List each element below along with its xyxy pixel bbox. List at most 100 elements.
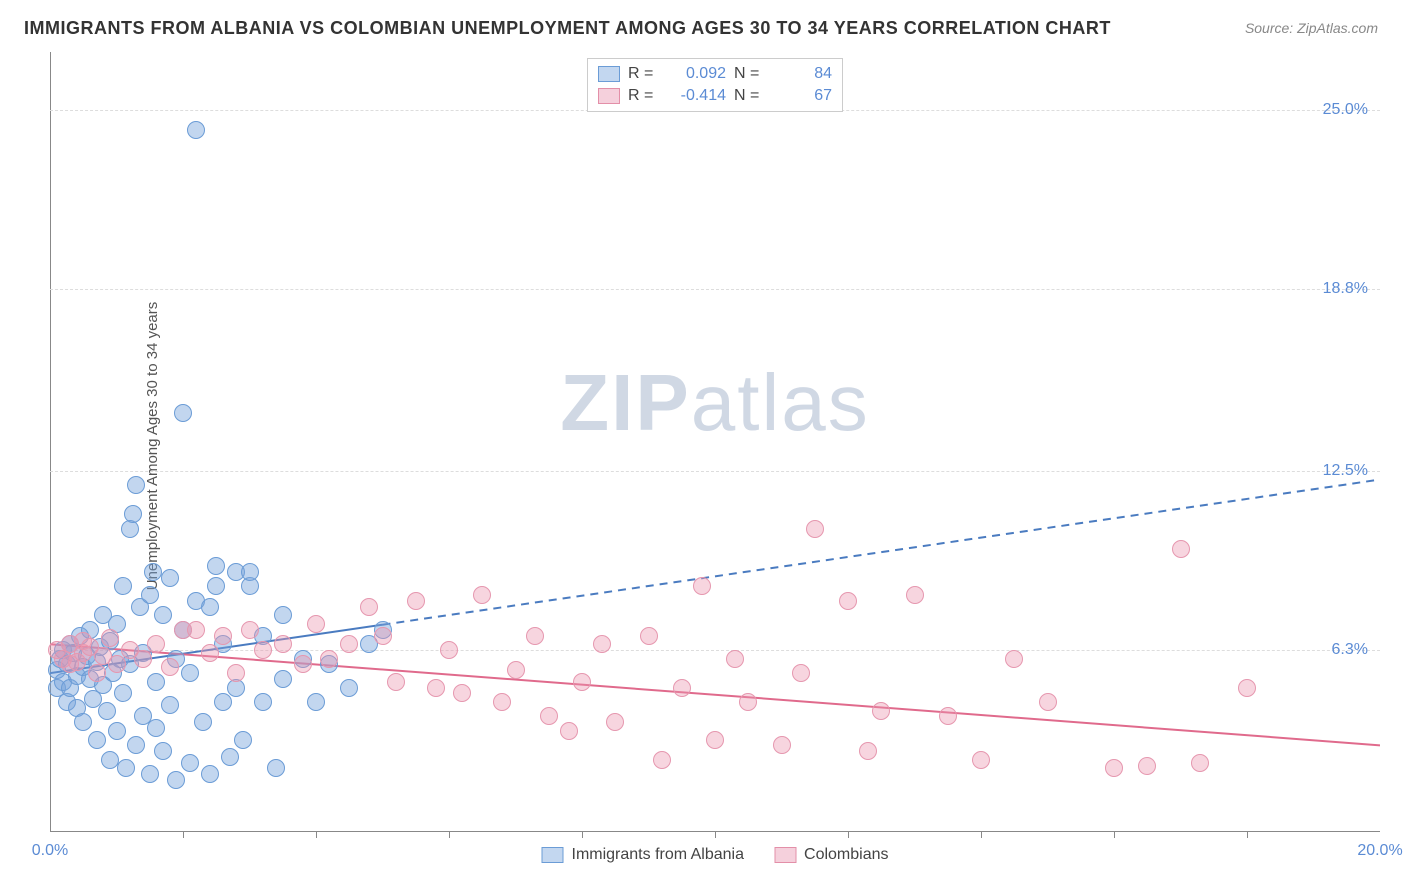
scatter-point	[161, 658, 179, 676]
scatter-point	[254, 693, 272, 711]
scatter-point	[1105, 759, 1123, 777]
scatter-point	[154, 742, 172, 760]
scatter-point	[234, 731, 252, 749]
watermark: ZIPatlas	[560, 357, 869, 449]
scatter-point	[673, 679, 691, 697]
scatter-point	[114, 577, 132, 595]
correlation-legend: R = 0.092 N = 84 R = -0.414 N = 67	[587, 58, 843, 112]
n-label: N =	[734, 65, 764, 83]
scatter-point	[274, 670, 292, 688]
trend-lines	[50, 52, 1380, 832]
scatter-point	[792, 664, 810, 682]
scatter-point	[1039, 693, 1057, 711]
chart-title: IMMIGRANTS FROM ALBANIA VS COLOMBIAN UNE…	[24, 18, 1111, 39]
scatter-point	[101, 751, 119, 769]
scatter-point	[473, 586, 491, 604]
scatter-point	[453, 684, 471, 702]
watermark-bold: ZIP	[560, 358, 690, 447]
n-label: N =	[734, 87, 764, 105]
scatter-point	[340, 635, 358, 653]
xtick-mark	[1247, 832, 1248, 838]
swatch-series-0	[598, 66, 620, 82]
ytick-label: 18.8%	[1323, 280, 1368, 298]
xtick-mark	[316, 832, 317, 838]
scatter-point	[507, 661, 525, 679]
scatter-point	[939, 707, 957, 725]
scatter-point	[274, 606, 292, 624]
scatter-point	[387, 673, 405, 691]
scatter-point	[294, 655, 312, 673]
scatter-point	[134, 650, 152, 668]
scatter-point	[147, 719, 165, 737]
scatter-point	[201, 644, 219, 662]
trend-line-dashed	[383, 480, 1381, 625]
scatter-point	[972, 751, 990, 769]
xtick-label: 20.0%	[1357, 842, 1402, 860]
scatter-point	[187, 621, 205, 639]
ytick-label: 12.5%	[1323, 462, 1368, 480]
legend-item-1: Colombians	[774, 846, 888, 864]
gridline	[50, 650, 1380, 651]
scatter-point	[274, 635, 292, 653]
scatter-point	[267, 759, 285, 777]
r-label: R =	[628, 65, 658, 83]
scatter-point	[141, 586, 159, 604]
scatter-point	[560, 722, 578, 740]
scatter-point	[653, 751, 671, 769]
scatter-point	[307, 693, 325, 711]
scatter-point	[227, 664, 245, 682]
scatter-point	[640, 627, 658, 645]
scatter-point	[241, 621, 259, 639]
scatter-point	[427, 679, 445, 697]
scatter-point	[1005, 650, 1023, 668]
scatter-point	[147, 635, 165, 653]
r-value-0: 0.092	[666, 65, 726, 83]
scatter-point	[320, 650, 338, 668]
scatter-point	[573, 673, 591, 691]
scatter-point	[693, 577, 711, 595]
scatter-point	[147, 673, 165, 691]
legend-row-0: R = 0.092 N = 84	[598, 63, 832, 85]
scatter-point	[181, 754, 199, 772]
scatter-point	[214, 693, 232, 711]
scatter-point	[221, 748, 239, 766]
scatter-point	[254, 641, 272, 659]
scatter-point	[127, 736, 145, 754]
r-label: R =	[628, 87, 658, 105]
scatter-point	[493, 693, 511, 711]
scatter-point	[141, 765, 159, 783]
scatter-point	[1172, 540, 1190, 558]
xtick-mark	[1114, 832, 1115, 838]
r-value-1: -0.414	[666, 87, 726, 105]
scatter-point	[124, 505, 142, 523]
scatter-point	[340, 679, 358, 697]
watermark-light: atlas	[691, 358, 870, 447]
scatter-point	[144, 563, 162, 581]
scatter-point	[773, 736, 791, 754]
scatter-point	[739, 693, 757, 711]
swatch-bottom-0	[542, 847, 564, 863]
scatter-point	[806, 520, 824, 538]
scatter-point	[174, 404, 192, 422]
xtick-mark	[981, 832, 982, 838]
scatter-point	[407, 592, 425, 610]
scatter-point	[181, 664, 199, 682]
scatter-point	[606, 713, 624, 731]
scatter-point	[593, 635, 611, 653]
legend-row-1: R = -0.414 N = 67	[598, 85, 832, 107]
scatter-point	[872, 702, 890, 720]
ytick-label: 25.0%	[1323, 101, 1368, 119]
scatter-point	[187, 121, 205, 139]
gridline	[50, 471, 1380, 472]
xtick-mark	[715, 832, 716, 838]
scatter-point	[241, 563, 259, 581]
scatter-point	[161, 696, 179, 714]
scatter-point	[194, 713, 212, 731]
scatter-point	[540, 707, 558, 725]
series-legend: Immigrants from Albania Colombians	[542, 846, 889, 864]
scatter-point	[214, 627, 232, 645]
legend-item-0: Immigrants from Albania	[542, 846, 745, 864]
scatter-point	[440, 641, 458, 659]
legend-label-1: Colombians	[804, 846, 888, 864]
scatter-point	[706, 731, 724, 749]
